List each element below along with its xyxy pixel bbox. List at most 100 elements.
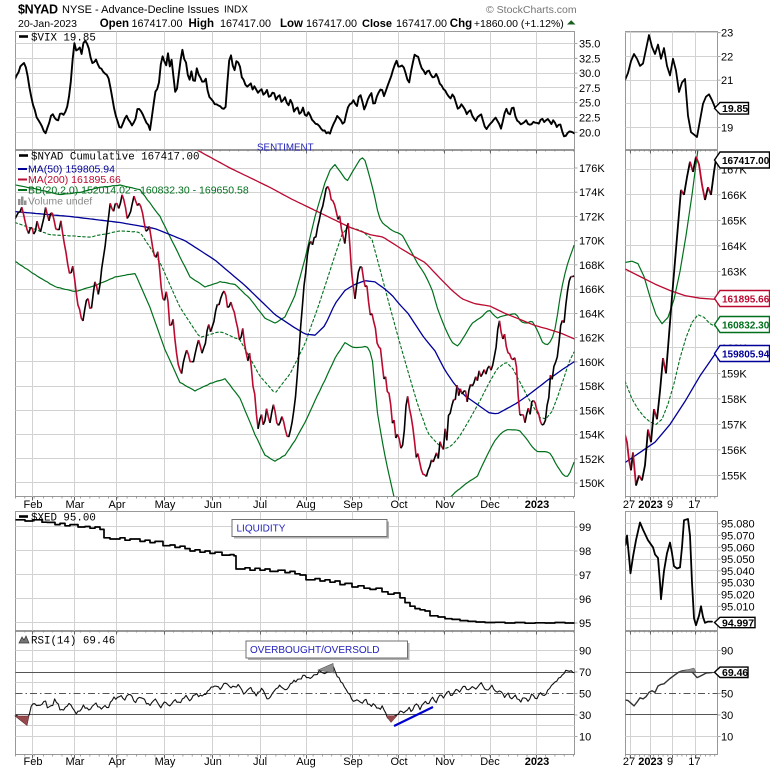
svg-text:Open: Open	[100, 18, 129, 30]
svg-text:22.5: 22.5	[579, 113, 600, 125]
svg-text:174K: 174K	[579, 187, 605, 199]
svg-text:170K: 170K	[579, 236, 605, 248]
svg-text:Feb: Feb	[24, 756, 43, 768]
svg-text:163K: 163K	[721, 266, 747, 278]
svg-text:10: 10	[721, 732, 733, 744]
svg-text:50: 50	[579, 689, 591, 701]
svg-text:2023: 2023	[525, 499, 549, 511]
svg-text:22: 22	[721, 51, 733, 63]
svg-text:27: 27	[623, 756, 635, 768]
svg-text:167417.00: 167417.00	[722, 156, 770, 167]
svg-text:Jun: Jun	[204, 756, 222, 768]
svg-text:165K: 165K	[721, 215, 747, 227]
svg-text:Low: Low	[280, 18, 303, 30]
svg-text:Volume undef: Volume undef	[28, 196, 92, 208]
svg-text:90: 90	[579, 646, 591, 658]
svg-text:MA(50) 159805.94: MA(50) 159805.94	[28, 164, 115, 176]
svg-text:25.0: 25.0	[579, 98, 600, 110]
svg-text:Close: Close	[362, 18, 392, 30]
svg-text:May: May	[155, 499, 176, 511]
svg-text:Apr: Apr	[108, 499, 125, 511]
svg-text:161895.66: 161895.66	[722, 294, 770, 305]
svg-text:2023: 2023	[525, 756, 549, 768]
svg-text:Mar: Mar	[66, 499, 85, 511]
svg-text:9: 9	[667, 756, 673, 768]
svg-text:69.46: 69.46	[722, 667, 748, 679]
svg-text:RSI(14) 69.46: RSI(14) 69.46	[31, 636, 115, 648]
svg-text:Dec: Dec	[480, 756, 500, 768]
svg-text:Oct: Oct	[390, 499, 407, 511]
svg-text:176K: 176K	[579, 163, 605, 175]
svg-text:50: 50	[721, 689, 733, 701]
svg-text:Aug: Aug	[296, 499, 316, 511]
svg-text:20.0: 20.0	[579, 127, 600, 139]
svg-text:Sep: Sep	[343, 756, 363, 768]
svg-text:154K: 154K	[579, 430, 605, 442]
svg-text:NYSE - Advance-Decline Issues: NYSE - Advance-Decline Issues	[62, 4, 220, 16]
svg-text:167417.00: 167417.00	[132, 18, 183, 30]
svg-text:97: 97	[579, 570, 591, 582]
svg-text:Aug: Aug	[296, 756, 316, 768]
svg-text:94.997: 94.997	[722, 617, 754, 629]
svg-text:Oct: Oct	[390, 756, 407, 768]
svg-text:95.060: 95.060	[721, 542, 755, 554]
svg-text:10: 10	[579, 732, 591, 744]
svg-text:157K: 157K	[721, 419, 747, 431]
svg-text:95.080: 95.080	[721, 519, 755, 531]
svg-text:164K: 164K	[579, 308, 605, 320]
svg-text:95.010: 95.010	[721, 601, 755, 613]
svg-text:17: 17	[688, 756, 700, 768]
svg-text:Dec: Dec	[480, 499, 500, 511]
svg-text:70: 70	[579, 667, 591, 679]
svg-text:19.85: 19.85	[722, 103, 748, 115]
svg-text:166K: 166K	[579, 284, 605, 296]
svg-text:156K: 156K	[579, 405, 605, 417]
svg-text:152K: 152K	[579, 454, 605, 466]
svg-text:17: 17	[688, 499, 700, 511]
svg-text:Nov: Nov	[435, 756, 455, 768]
svg-text:172K: 172K	[579, 211, 605, 223]
svg-text:19: 19	[721, 123, 733, 135]
svg-text:INDX: INDX	[224, 5, 248, 16]
svg-text:162K: 162K	[579, 333, 605, 345]
svg-text:32.5: 32.5	[579, 53, 600, 65]
svg-text:2023: 2023	[638, 499, 662, 511]
svg-text:Feb: Feb	[24, 499, 43, 511]
svg-text:90: 90	[721, 646, 733, 658]
svg-text:30: 30	[579, 710, 591, 722]
svg-text:164K: 164K	[721, 241, 747, 253]
svg-text:Apr: Apr	[108, 756, 125, 768]
svg-text:$NYAD: $NYAD	[18, 3, 58, 17]
svg-text:OVERBOUGHT/OVERSOLD: OVERBOUGHT/OVERSOLD	[250, 645, 379, 656]
svg-text:27.5: 27.5	[579, 83, 600, 95]
svg-text:96: 96	[579, 594, 591, 606]
svg-text:95.050: 95.050	[721, 554, 755, 566]
svg-text:159805.94: 159805.94	[722, 349, 770, 360]
svg-text:$VIX 19.85: $VIX 19.85	[31, 33, 96, 45]
svg-text:159K: 159K	[721, 368, 747, 380]
svg-text:9: 9	[667, 499, 673, 511]
svg-text:Mar: Mar	[66, 756, 85, 768]
svg-text:167417.00: 167417.00	[220, 18, 271, 30]
svg-text:167417.00: 167417.00	[306, 18, 357, 30]
svg-text:98: 98	[579, 546, 591, 558]
svg-text:Nov: Nov	[435, 499, 455, 511]
svg-text:Jul: Jul	[253, 499, 267, 511]
svg-text:158K: 158K	[579, 381, 605, 393]
svg-text:35.0: 35.0	[579, 39, 600, 51]
svg-text:High: High	[189, 18, 215, 30]
svg-text:30.0: 30.0	[579, 68, 600, 80]
svg-text:MA(200) 161895.66: MA(200) 161895.66	[28, 174, 121, 186]
svg-text:LIQUIDITY: LIQUIDITY	[237, 524, 286, 535]
svg-text:$XED 95.00: $XED 95.00	[31, 513, 96, 525]
svg-text:20-Jan-2023: 20-Jan-2023	[18, 18, 77, 30]
svg-text:30: 30	[721, 710, 733, 722]
svg-text:23: 23	[721, 28, 733, 40]
svg-text:SENTIMENT: SENTIMENT	[257, 143, 314, 154]
svg-text:Chg: Chg	[450, 18, 472, 30]
svg-text:Jul: Jul	[253, 756, 267, 768]
svg-text:99: 99	[579, 522, 591, 534]
svg-text:BB(20,2.0) 152014.02 - 160832.: BB(20,2.0) 152014.02 - 160832.30 - 16965…	[28, 185, 249, 197]
svg-text:Jun: Jun	[204, 499, 222, 511]
svg-text:95.040: 95.040	[721, 566, 755, 578]
